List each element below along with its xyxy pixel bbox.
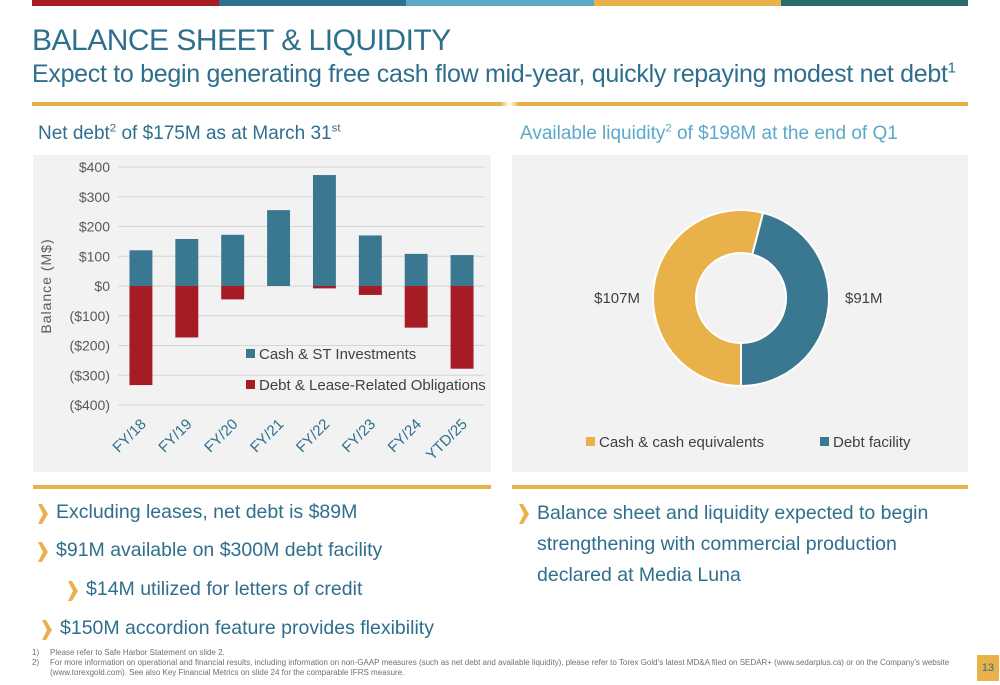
top-bar-segment	[780, 0, 969, 6]
header-rule	[32, 102, 968, 106]
x-tick-label: FY/20	[201, 416, 241, 456]
page-number: 13	[977, 655, 999, 681]
bullet-text: $91M available on $300M debt facility	[56, 539, 383, 561]
bar	[312, 286, 336, 289]
bar	[450, 286, 474, 369]
heading-superscript: st	[331, 122, 341, 135]
subtitle-text: Expect to begin generating free cash flo…	[32, 60, 948, 88]
x-tick-label: FY/24	[385, 416, 425, 456]
footnotes: 1) Please refer to Safe Harbor Statement …	[32, 648, 952, 678]
liquidity-chart-panel: $107M $91M Cash & cash equivalents Debt fac…	[512, 155, 968, 472]
footnote-number: 2)	[32, 658, 40, 667]
bar	[129, 250, 153, 286]
footnote-text: For more information on operational and …	[50, 658, 950, 677]
bar	[221, 234, 245, 286]
legend-label: Cash & ST Investments	[259, 346, 416, 363]
y-tick-label: $300	[79, 189, 110, 205]
footnote-text: Please refer to Safe Harbor Statement on…	[50, 648, 225, 657]
legend-swatch	[246, 380, 255, 389]
top-bar-segment	[406, 0, 594, 6]
x-tick-label: FY/22	[293, 416, 333, 456]
chevron-bullet-icon	[38, 542, 48, 562]
liquidity-donut-chart: $107M $91M Cash & cash equivalents Debt fac…	[586, 209, 911, 451]
bar	[175, 286, 199, 338]
bullet-text: $150M accordion feature provides flexibi…	[60, 617, 434, 639]
y-tick-label: ($100)	[70, 308, 110, 324]
y-tick-label: ($400)	[70, 397, 110, 413]
chevron-bullet-icon	[42, 620, 52, 640]
chevron-bullet-icon	[519, 504, 529, 524]
bullet-item: Excluding leases, net debt is $89M	[38, 501, 357, 524]
y-tick-label: $0	[94, 278, 110, 294]
bar	[358, 235, 382, 286]
bullet-item: $150M accordion feature provides flexibi…	[42, 617, 434, 640]
chevron-bullet-icon	[68, 581, 78, 601]
top-color-bar	[32, 0, 969, 6]
legend-swatch	[586, 437, 595, 446]
bar	[129, 286, 153, 386]
net-debt-chart-panel: $400 $300 $200 $100 $0 ($100) ($200) ($300) ($40…	[33, 155, 491, 472]
x-tick-label: FY/23	[339, 416, 379, 456]
legend-swatch	[820, 437, 829, 446]
liquidity-heading: Available liquidity2 of $198M at the end…	[520, 123, 898, 145]
chevron-bullet-icon	[38, 504, 48, 524]
bullet-text: $14M utilized for letters of credit	[86, 578, 363, 600]
top-bar-segment	[219, 0, 407, 6]
net-debt-heading: Net debt2 of $175M as at March 31st	[38, 123, 341, 145]
legend-label: Debt & Lease-Related Obligations	[259, 377, 486, 394]
slide-title: BALANCE SHEET & LIQUIDITY	[32, 24, 451, 57]
heading-footnote-marker: 2	[665, 122, 672, 135]
y-tick-label: ($200)	[70, 338, 110, 354]
sub-bullet-item: $14M utilized for letters of credit	[68, 578, 362, 601]
x-tick-label: FY/18	[109, 416, 149, 456]
bullet-item: $91M available on $300M debt facility	[38, 539, 382, 562]
bar	[221, 286, 245, 300]
y-axis-label: Balance (M$)	[38, 238, 54, 333]
bullet-text: Balance sheet and liquidity expected to …	[537, 502, 929, 586]
bar	[404, 253, 428, 286]
footnote: 2) For more information on operational an…	[32, 658, 952, 678]
bottom-rule-right	[512, 485, 968, 489]
heading-text: Available liquidity	[520, 123, 666, 144]
x-tick-label: YTD/25	[423, 416, 471, 464]
bullet-item: Balance sheet and liquidity expected to …	[519, 498, 969, 591]
bar	[358, 286, 382, 295]
y-tick-label: $400	[79, 159, 110, 175]
x-tick-label: FY/21	[247, 416, 287, 456]
legend-label: Cash & cash equivalents	[599, 434, 764, 451]
legend-swatch	[246, 349, 255, 358]
subtitle-footnote-marker: 1	[947, 59, 956, 77]
slice-label: $91M	[845, 290, 883, 307]
footnote-number: 1)	[32, 648, 40, 657]
net-debt-bar-chart: $400 $300 $200 $100 $0 ($100) ($200) ($300) ($40…	[38, 159, 486, 464]
bar	[404, 286, 428, 328]
donut-slice	[652, 209, 765, 388]
bar	[312, 175, 336, 286]
slice-label: $107M	[594, 290, 640, 307]
top-bar-segment	[593, 0, 781, 6]
y-tick-label: $200	[79, 219, 110, 235]
y-tick-label: ($300)	[70, 367, 110, 383]
heading-footnote-marker: 2	[109, 122, 117, 135]
bottom-rule-left	[33, 485, 491, 489]
top-bar-segment	[32, 0, 220, 6]
y-tick-label: $100	[79, 248, 110, 264]
donut-slice	[740, 211, 830, 388]
bar	[267, 210, 291, 286]
heading-text: of $198M at the end of Q1	[671, 123, 898, 144]
footnote: 1) Please refer to Safe Harbor Statement …	[32, 648, 952, 658]
bullet-text: Excluding leases, net debt is $89M	[56, 501, 358, 523]
bar	[175, 238, 199, 286]
x-tick-label: FY/19	[155, 416, 195, 456]
heading-text: of $175M as at March 31	[116, 123, 332, 144]
heading-text: Net debt	[38, 123, 110, 144]
bar	[450, 255, 474, 286]
slide-subtitle: Expect to begin generating free cash flo…	[32, 60, 956, 89]
legend-label: Debt facility	[833, 434, 911, 451]
